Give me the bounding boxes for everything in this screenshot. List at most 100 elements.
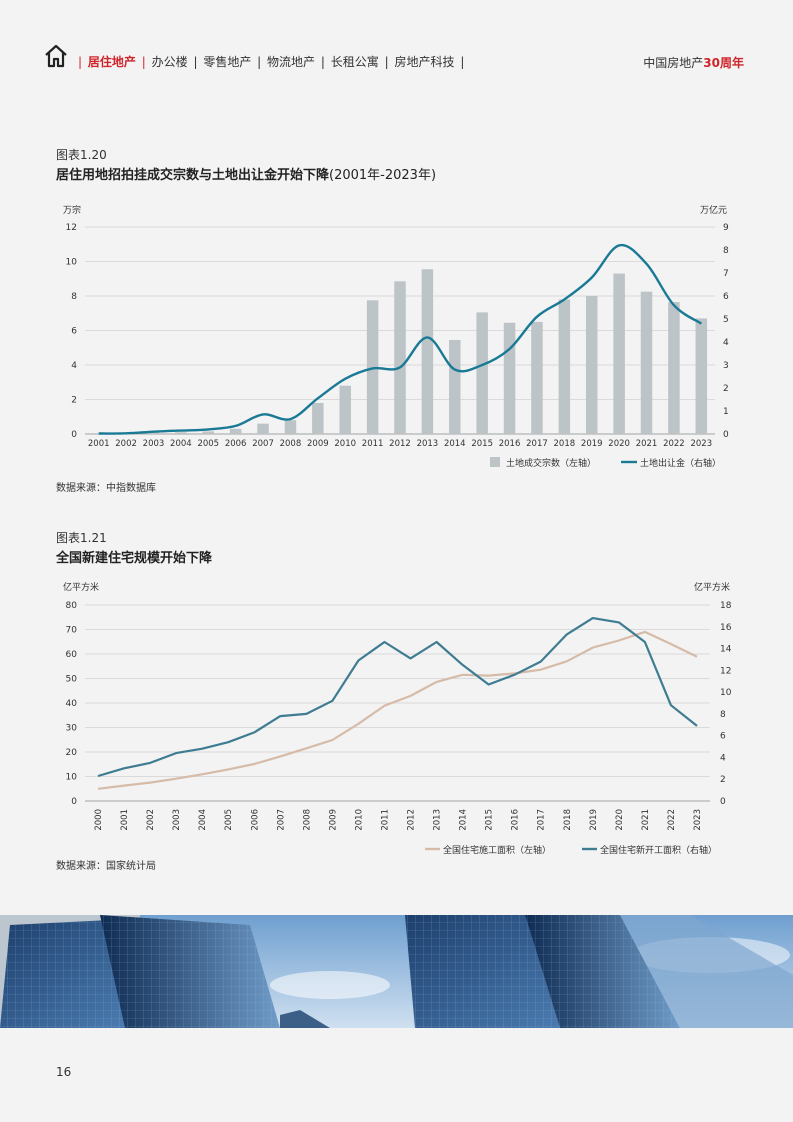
x-tick-label: 2008 — [280, 439, 302, 449]
x-tick-label: 2021 — [636, 439, 658, 449]
bar — [229, 428, 242, 434]
left-tick-label: 40 — [66, 699, 78, 709]
x-tick-label: 2005 — [224, 809, 234, 831]
x-tick-label: 2009 — [328, 809, 338, 831]
x-tick-label: 2010 — [354, 809, 364, 831]
x-tick-label: 2023 — [693, 809, 703, 831]
figure-title: 全国新建住宅规模开始下降 — [56, 551, 213, 566]
right-tick-label: 4 — [723, 338, 729, 348]
section-nav: | 居住地产 | 办公楼 | 零售地产 | 物流地产 | 长租公寓 | 房地产科… — [78, 55, 465, 69]
x-tick-label: 2021 — [641, 809, 651, 831]
left-tick-label: 6 — [71, 327, 77, 337]
housing-construction-chart: 亿平方米 亿平方米 0 10 20 30 40 50 60 70 80 0 2 4 6 8 10 12 14 16 18… — [63, 581, 732, 856]
bar — [613, 273, 625, 434]
page-number: 16 — [56, 1065, 72, 1079]
right-tick-label: 6 — [723, 292, 729, 302]
legend-label: 土地出让金（右轴） — [640, 457, 721, 469]
left-tick-label: 0 — [71, 797, 77, 807]
right-tick-label: 2 — [723, 384, 729, 394]
right-tick-label: 16 — [720, 623, 732, 633]
legend-label: 全国住宅施工面积（左轴） — [443, 844, 551, 856]
x-tick-label: 2016 — [499, 439, 521, 449]
x-tick-label: 2020 — [615, 809, 625, 831]
right-tick-label: 5 — [723, 315, 729, 325]
bar — [558, 299, 571, 434]
right-tick-label: 14 — [720, 645, 732, 655]
right-tick-label: 1 — [723, 407, 729, 417]
bar — [175, 432, 187, 434]
legend-label: 全国住宅新开工面积（右轴） — [600, 844, 717, 856]
right-axis-label: 万亿元 — [700, 204, 727, 216]
x-tick-label: 2002 — [146, 809, 156, 831]
x-tick-label: 2003 — [172, 809, 182, 831]
right-tick-label: 4 — [720, 753, 726, 763]
left-tick-label: 50 — [66, 675, 78, 685]
x-tick-label: 2006 — [225, 439, 247, 449]
left-tick-label: 0 — [71, 430, 77, 440]
x-tick-label: 2009 — [307, 439, 329, 449]
nav-item-proptech[interactable]: 房地产科技 — [394, 55, 455, 69]
bar — [147, 432, 160, 434]
left-tick-label: 80 — [66, 601, 78, 611]
x-tick-label: 2004 — [198, 809, 208, 831]
bar — [284, 420, 297, 434]
legend-swatch — [490, 457, 500, 467]
x-tick-label: 2012 — [389, 439, 411, 449]
bar — [449, 339, 461, 434]
right-tick-label: 7 — [723, 269, 729, 279]
right-tick-label: 0 — [723, 430, 729, 440]
x-tick-label: 2022 — [663, 439, 685, 449]
x-tick-label: 2015 — [485, 809, 495, 831]
legend-label: 土地成交宗数（左轴） — [506, 457, 596, 469]
x-tick-label: 2001 — [120, 809, 130, 831]
series-line — [98, 243, 702, 435]
x-tick-label: 2017 — [537, 809, 547, 831]
x-tick-label: 2001 — [88, 439, 110, 449]
x-tick-label: 2008 — [302, 809, 312, 831]
x-tick-label: 2019 — [589, 809, 599, 831]
left-tick-label: 10 — [66, 773, 78, 783]
left-tick-label: 8 — [71, 292, 77, 302]
bar — [92, 433, 105, 434]
right-tick-label: 6 — [720, 732, 726, 742]
left-tick-label: 70 — [66, 626, 78, 636]
nav-item-residential[interactable]: 居住地产 — [87, 55, 136, 69]
figure-source: 数据来源：国家统计局 — [56, 861, 156, 872]
left-axis-label: 万宗 — [63, 204, 81, 216]
x-tick-label: 2000 — [94, 809, 104, 831]
nav-item-retail[interactable]: 零售地产 — [203, 55, 252, 69]
nav-item-rental[interactable]: 长租公寓 — [330, 55, 379, 69]
right-tick-label: 12 — [720, 666, 731, 676]
x-tick-label: 2023 — [690, 439, 712, 449]
right-tick-label: 3 — [723, 361, 729, 371]
bar — [640, 291, 653, 434]
x-tick-label: 2018 — [563, 809, 573, 831]
series-line-left — [97, 630, 698, 790]
x-tick-label: 2013 — [417, 439, 439, 449]
home-icon[interactable] — [44, 44, 68, 68]
left-tick-label: 12 — [66, 223, 77, 233]
x-tick-label: 2014 — [444, 439, 466, 449]
x-tick-label: 2014 — [459, 809, 469, 831]
bar — [531, 321, 543, 434]
x-tick-label: 2011 — [362, 439, 384, 449]
page-header: | 居住地产 | 办公楼 | 零售地产 | 物流地产 | 长租公寓 | 房地产科… — [44, 44, 744, 74]
x-tick-label: 2013 — [433, 809, 443, 831]
bar — [394, 281, 406, 434]
left-tick-label: 10 — [66, 258, 78, 268]
figure-source: 数据来源：中指数据库 — [56, 483, 156, 494]
nav-item-office[interactable]: 办公楼 — [151, 55, 188, 69]
left-tick-label: 2 — [71, 396, 77, 406]
brand-text: 中国房地产30周年 — [643, 56, 744, 70]
right-axis-label: 亿平方米 — [694, 581, 730, 593]
x-tick-label: 2007 — [276, 809, 286, 831]
x-tick-label: 2004 — [170, 439, 192, 449]
x-tick-label: 2006 — [250, 809, 260, 831]
bar — [668, 302, 680, 434]
bar — [585, 296, 598, 434]
x-tick-label: 2022 — [667, 809, 677, 831]
left-tick-label: 60 — [66, 650, 78, 660]
nav-item-logistics[interactable]: 物流地产 — [267, 55, 316, 69]
bar — [503, 322, 516, 434]
x-tick-label: 2011 — [380, 809, 390, 831]
